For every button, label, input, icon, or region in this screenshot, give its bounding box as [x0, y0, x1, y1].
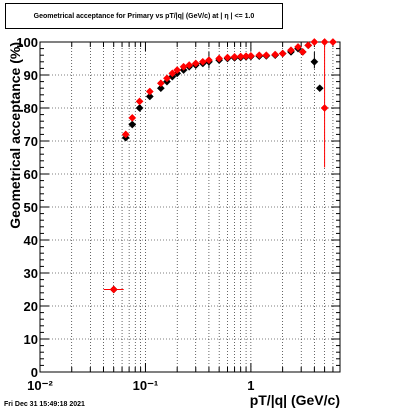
data-point [198, 57, 207, 66]
x-axis-title: pT/|q| (GeV/c) [250, 392, 340, 408]
timestamp: Fri Dec 31 15:49:18 2021 [4, 401, 85, 408]
x-tick-label: 1 [247, 378, 254, 393]
grid [40, 42, 341, 372]
tick-labels: 0 10 20 30 40 50 60 70 80 90 100 10⁻² 10⁻¹ 1 [16, 35, 254, 393]
data-point [191, 59, 200, 68]
x-tick-label: 10⁻² [27, 378, 53, 393]
data-point [246, 51, 255, 60]
y-tick-label: 10 [24, 332, 38, 347]
data-point [135, 97, 144, 106]
data-point [145, 87, 154, 96]
data-point [328, 38, 337, 46]
y-tick-label: 70 [24, 134, 38, 149]
data-point [278, 49, 287, 58]
y-tick-label: 0 [31, 365, 38, 380]
data-point [156, 84, 165, 93]
chart-title: Geometrical acceptance for Primary vs pT… [5, 3, 283, 29]
y-tick-label: 100 [16, 35, 38, 50]
data-point [163, 74, 171, 83]
y-tick-label: 60 [24, 167, 38, 182]
data-point [255, 51, 264, 60]
y-tick-label: 50 [24, 200, 38, 215]
data-point [310, 57, 319, 66]
data-point [135, 104, 144, 112]
y-axis-title: Geometrical acceptance (%) [7, 42, 23, 229]
data-point [310, 38, 319, 46]
data-point [294, 42, 302, 51]
data-point [168, 69, 177, 78]
data-point [320, 104, 329, 112]
y-tick-label: 40 [24, 233, 38, 248]
y-tick-label: 90 [24, 68, 38, 83]
y-tick-label: 20 [24, 299, 38, 314]
data-point [223, 53, 232, 62]
data-point [128, 120, 137, 129]
data-point [304, 41, 313, 50]
y-tick-label: 80 [24, 101, 38, 116]
data-point [287, 46, 295, 55]
data-point [320, 38, 329, 46]
data-point [230, 52, 239, 61]
y-tick-label: 30 [24, 266, 38, 281]
data-point [128, 113, 137, 122]
data-point [173, 66, 182, 75]
data-point [262, 51, 271, 60]
data-point [298, 47, 307, 56]
data-point [145, 92, 154, 101]
data-point [271, 50, 280, 59]
x-tick-label: 10⁻¹ [133, 378, 159, 393]
data-point [204, 56, 213, 65]
data-point [121, 130, 130, 139]
data-points [103, 38, 337, 294]
data-point [156, 79, 165, 88]
data-point [185, 61, 194, 70]
data-point [215, 54, 224, 63]
axis-ticks [39, 41, 341, 373]
data-point [315, 84, 324, 93]
data-point [109, 285, 118, 294]
